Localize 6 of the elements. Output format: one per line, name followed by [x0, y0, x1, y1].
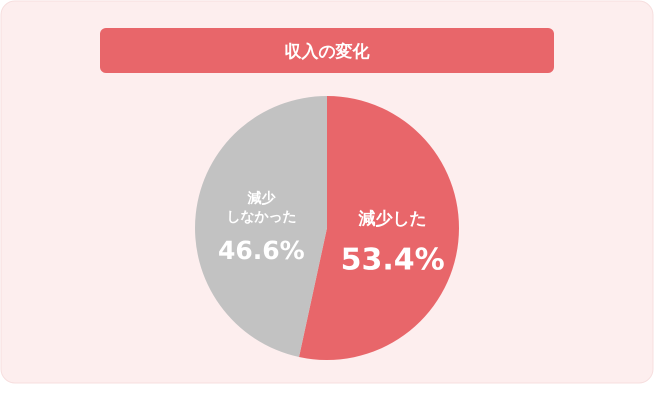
- data-label: 46.6%: [218, 236, 305, 265]
- slice-label: 減少した: [358, 209, 427, 230]
- chart-title: 収入の変化: [284, 42, 370, 62]
- pie-slice: [195, 96, 327, 357]
- slice-label: 減少しなかった: [226, 190, 296, 226]
- data-label: 53.4%: [340, 242, 445, 278]
